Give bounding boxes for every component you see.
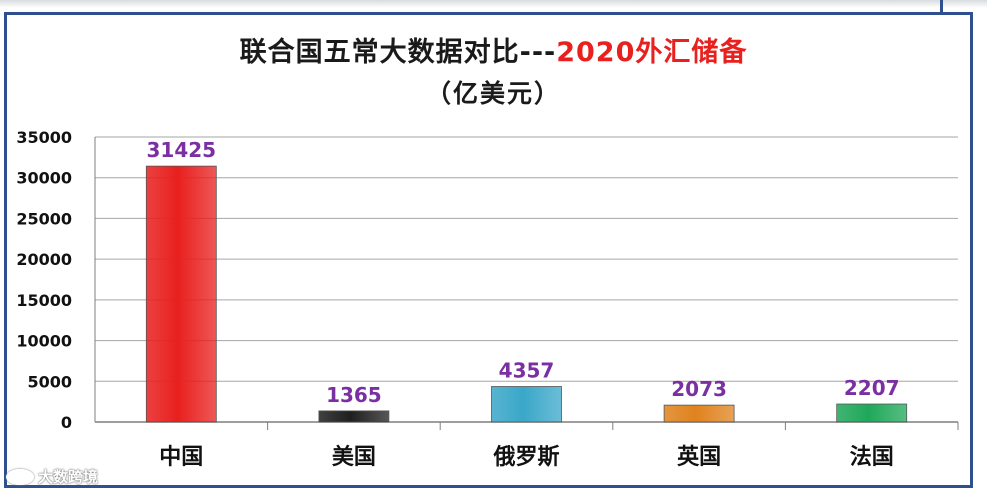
data-label: 1365 — [326, 383, 382, 407]
grid-lines — [95, 136, 958, 423]
data-label: 31425 — [147, 138, 217, 162]
y-tick-label: 0 — [61, 413, 72, 432]
bars — [145, 165, 908, 423]
x-tick-label: 俄罗斯 — [492, 444, 559, 470]
bar — [318, 410, 390, 423]
data-label: 4357 — [499, 359, 555, 383]
y-tick-label: 35000 — [16, 128, 72, 147]
bar — [836, 403, 908, 423]
watermark-logo-icon — [6, 468, 34, 485]
y-tick-label: 15000 — [16, 291, 72, 310]
chart-title-main: 联合国五常大数据对比--- — [239, 37, 557, 68]
top-strip — [0, 0, 987, 8]
y-axis: 0 5000 10000 15000 20000 25000 30000 35000 — [16, 128, 96, 432]
y-tick-label: 10000 — [16, 332, 72, 351]
bar — [491, 386, 562, 423]
data-label: 2073 — [671, 377, 727, 401]
y-tick-label: 5000 — [27, 372, 72, 391]
chart-title-highlight: 2020外汇储备 — [556, 37, 748, 68]
bar — [145, 165, 217, 423]
x-tick-label: 法国 — [850, 445, 894, 470]
watermark-text: 大数跨境 — [38, 468, 99, 486]
top-accent-mark — [940, 0, 943, 12]
y-tick-label: 25000 — [16, 209, 72, 228]
bar — [663, 404, 735, 423]
y-tick-label: 20000 — [16, 250, 72, 269]
x-tick-label: 英国 — [677, 445, 721, 470]
chart-title: 联合国五常大数据对比---2020外汇储备 — [0, 30, 987, 69]
data-label: 2207 — [844, 376, 900, 400]
x-tick-label: 美国 — [332, 444, 376, 470]
x-tick-label: 中国 — [159, 445, 203, 470]
data-labels: 31425 1365 4357 2073 2207 — [147, 138, 900, 407]
chart-subtitle: （亿美元） — [425, 79, 561, 108]
watermark: 大数跨境 — [6, 466, 98, 487]
y-tick-label: 30000 — [16, 169, 72, 188]
x-axis: 中国 美国 俄罗斯 英国 法国 — [159, 422, 959, 470]
